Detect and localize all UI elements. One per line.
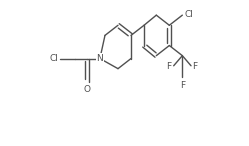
Text: O: O bbox=[83, 85, 90, 94]
Text: Cl: Cl bbox=[49, 54, 58, 63]
Text: Cl: Cl bbox=[185, 10, 193, 19]
Text: F: F bbox=[180, 81, 185, 90]
Text: F: F bbox=[192, 62, 198, 71]
Text: F: F bbox=[166, 62, 172, 71]
Text: N: N bbox=[97, 54, 103, 63]
